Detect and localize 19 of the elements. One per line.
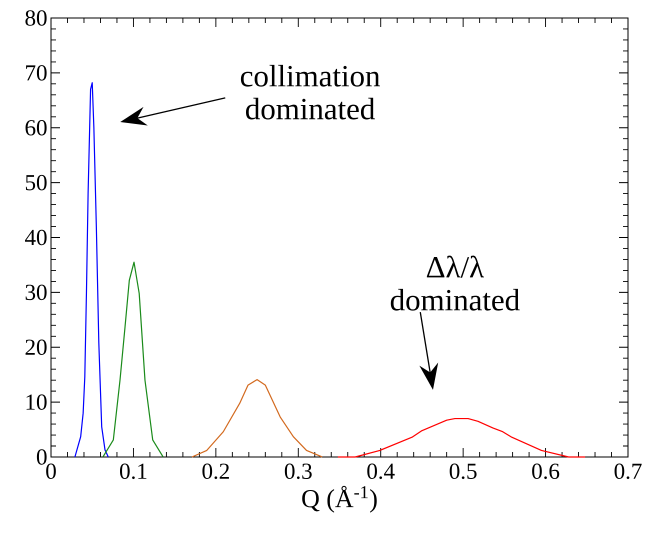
x-tick-label: 0.1 <box>120 463 146 480</box>
annotation: collimation dominated <box>240 64 380 120</box>
annotation: Δλ/λ dominated <box>390 256 520 311</box>
x-tick-label: 0.4 <box>367 463 395 480</box>
y-tick-label: 70 <box>26 65 47 81</box>
y-tick-label: 30 <box>26 284 47 300</box>
x-tick-label: 0.5 <box>450 463 477 480</box>
x-axis-title: Q (Å$^{-1}$) <box>302 486 377 513</box>
y-tick-label: 40 <box>25 230 47 246</box>
y-tick-label: 80 <box>25 10 47 26</box>
y-tick-label: 0 <box>36 449 47 465</box>
y-tick-label: 50 <box>26 174 47 190</box>
x-tick-label: 0.6 <box>532 463 560 480</box>
x-tick-label: 0.7 <box>614 463 642 480</box>
x-tick-label: 0.3 <box>284 463 312 480</box>
y-tick-label: 10 <box>26 394 47 410</box>
y-tick-label: 60 <box>26 120 47 136</box>
y-tick-label: 20 <box>26 339 47 355</box>
x-tick-label: 0.2 <box>202 463 229 480</box>
